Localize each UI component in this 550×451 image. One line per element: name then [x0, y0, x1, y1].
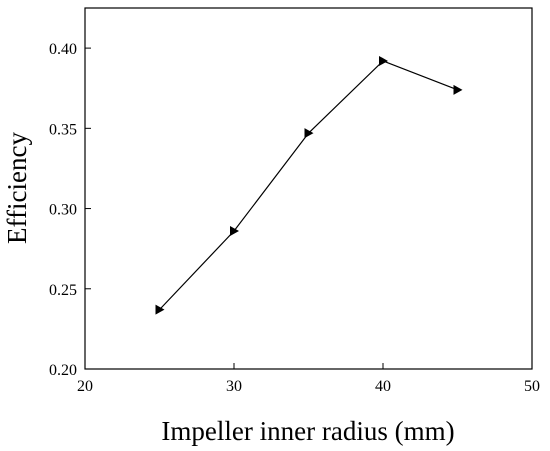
y-tick-label: 0.25	[49, 282, 77, 299]
line	[159, 60, 458, 311]
y-axis-title: Efficiency	[2, 132, 32, 244]
marker	[379, 55, 388, 66]
x-tick-label: 50	[524, 378, 540, 395]
y-tick-label: 0.20	[49, 362, 77, 379]
y-tick-label: 0.35	[49, 121, 77, 138]
marker	[453, 84, 463, 95]
x-tick-label: 40	[375, 378, 391, 395]
marker	[230, 226, 239, 237]
y-tick-label: 0.40	[49, 41, 77, 58]
x-tick-label: 30	[226, 378, 242, 395]
plot-frame	[84, 7, 533, 370]
marker	[304, 128, 314, 139]
y-tick-label: 0.30	[49, 202, 77, 219]
x-axis-title: Impeller inner radius (mm)	[161, 416, 454, 446]
x-tick-label: 20	[77, 378, 93, 395]
marker	[155, 304, 165, 315]
